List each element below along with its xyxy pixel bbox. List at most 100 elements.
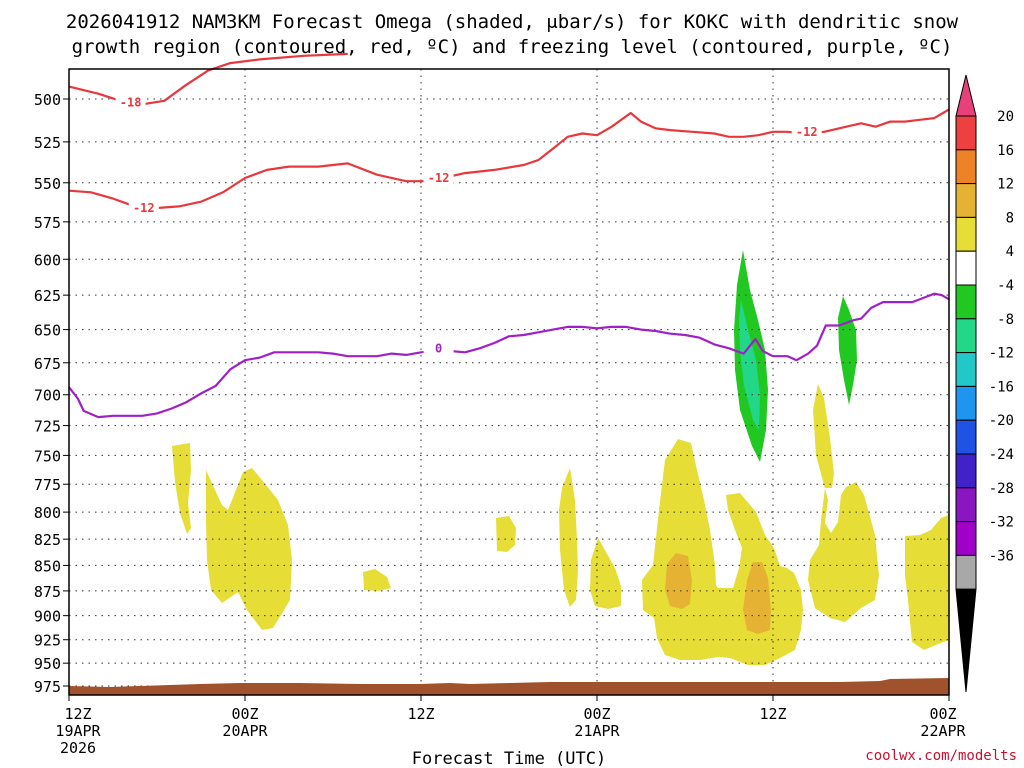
colorbar-segment [955,453,977,489]
x-tick-label: 12Z [407,705,434,723]
omega-region-yellow [905,515,949,650]
y-tick-label: 775 [34,476,61,494]
y-tick-label: 850 [34,557,61,575]
colorbar-tick-label: -16 [989,379,1014,395]
y-tick-label: 950 [34,655,61,673]
y-tick-label: 625 [34,287,61,305]
colorbar-tick-label: 12 [997,177,1014,193]
y-tick-label: 750 [34,447,61,465]
omega-region-yellow [206,468,292,630]
freezing-level-contour-label-bg [423,340,454,356]
colorbar-bottom-arrow [955,588,977,693]
dgz-contour-label: -12 [428,171,450,185]
omega-region-yellow [590,538,621,609]
y-tick-label: 600 [34,251,61,269]
colorbar-tick-label: -36 [989,548,1014,564]
y-tick-label: 525 [34,134,61,152]
colorbar-segment [955,284,977,320]
colorbar-segment [955,521,977,556]
x-tick-label: 20APR [222,722,268,740]
omega-region-orange [743,562,771,634]
omega-region-teal [739,300,760,430]
colorbar-tick-label: 20 [997,109,1014,125]
y-tick-label: 725 [34,418,61,436]
y-tick-label: 550 [34,175,61,193]
dgz-contour-label-bg [423,169,454,185]
y-tick-label: 800 [34,504,61,522]
dgz-contour-label: -12 [796,125,818,139]
colorbar-tick-label: 16 [997,143,1014,159]
colorbar-tick-label: -12 [989,346,1014,362]
x-tick-label: 00Z [231,705,258,723]
x-tick-label: 12Z [759,705,786,723]
colorbar-segment [955,183,977,218]
contour-labels: -18 -12 -12 -12 0 [115,94,822,356]
x-tick-label: 19APR [55,722,101,740]
colorbar-top-arrow [955,74,977,117]
y-axis: 500 525 550 575 600 625 650 675 700 725 750 775 800 8… [34,91,69,696]
terrain-ground [69,678,949,695]
y-tick-label: 825 [34,531,61,549]
dgz-contour-label-bg [128,199,159,215]
x-axis-label: Forecast Time (UTC) [412,749,606,768]
omega-region-orange [665,553,692,609]
y-tick-label: 500 [34,91,61,109]
omega-region-yellow [363,569,391,591]
colorbar-segment [955,554,977,590]
contour-lines [68,52,950,419]
freezing-level-contour [68,292,950,419]
y-tick-label: 650 [34,322,61,340]
colorbar-segment [955,216,977,252]
plot-area: -18 -12 -12 -12 0 [68,52,950,696]
credit-text: coolwx.com/modelts [865,748,1017,764]
dgz-contour-label-bg [791,123,822,139]
plot-frame [68,68,950,696]
y-tick-label: 575 [34,214,61,232]
x-tick-label: 00Z [929,705,956,723]
colorbar-tick-label: -32 [989,515,1014,531]
omega-region-yellow [808,384,879,622]
colorbar-segment [955,149,977,185]
chart-title-line1: 2026041912 NAM3KM Forecast Omega (shaded… [66,11,959,33]
colorbar-tick-label: 8 [1006,210,1014,226]
dgz-contour-label: -18 [120,96,142,110]
omega-region-yellow [496,516,516,552]
dgz-contour-label-bg [115,94,146,110]
y-tick-label: 675 [34,355,61,373]
colorbar-segment [955,419,977,455]
omega-region-yellow [172,443,191,534]
colorbar-tick-label: -24 [989,447,1014,463]
x-tick-label: 2026 [60,739,96,757]
grid-lines [69,69,949,695]
colorbar-segment [955,352,977,387]
omega-region-yellow [559,468,578,607]
x-tick-label: 00Z [583,705,610,723]
y-tick-label: 700 [34,387,61,405]
colorbar-segment [955,385,977,421]
colorbar-segment [955,250,977,286]
chart-title-line2: growth region (contoured, red, ºC) and f… [72,36,953,58]
colorbar-tick-label: -4 [997,278,1014,294]
dgz-contour [68,108,950,210]
colorbar-tick-label: -8 [997,312,1014,328]
y-tick-label: 875 [34,583,61,601]
dgz-contour [68,52,348,106]
colorbar: 20 16 12 8 4 -4 -8 -12 -16 -20 -24 -28 -32 -36 [955,74,1014,693]
freezing-level-contour-label: 0 [435,341,442,355]
y-tick-label: 900 [34,608,61,626]
x-tick-label: 21APR [574,722,620,740]
y-tick-label: 925 [34,632,61,650]
colorbar-segment [955,115,977,151]
dgz-contour-label: -12 [133,201,155,215]
colorbar-tick-label: 4 [1006,244,1014,260]
colorbar-tick-label: -28 [989,481,1014,497]
colorbar-tick-label: -20 [989,413,1014,429]
x-tick-label: 22APR [920,722,966,740]
colorbar-segment [955,318,977,354]
y-tick-label: 975 [34,678,61,696]
omega-shaded-regions [172,250,949,665]
colorbar-segment [955,487,977,523]
x-tick-label: 12Z [64,705,91,723]
